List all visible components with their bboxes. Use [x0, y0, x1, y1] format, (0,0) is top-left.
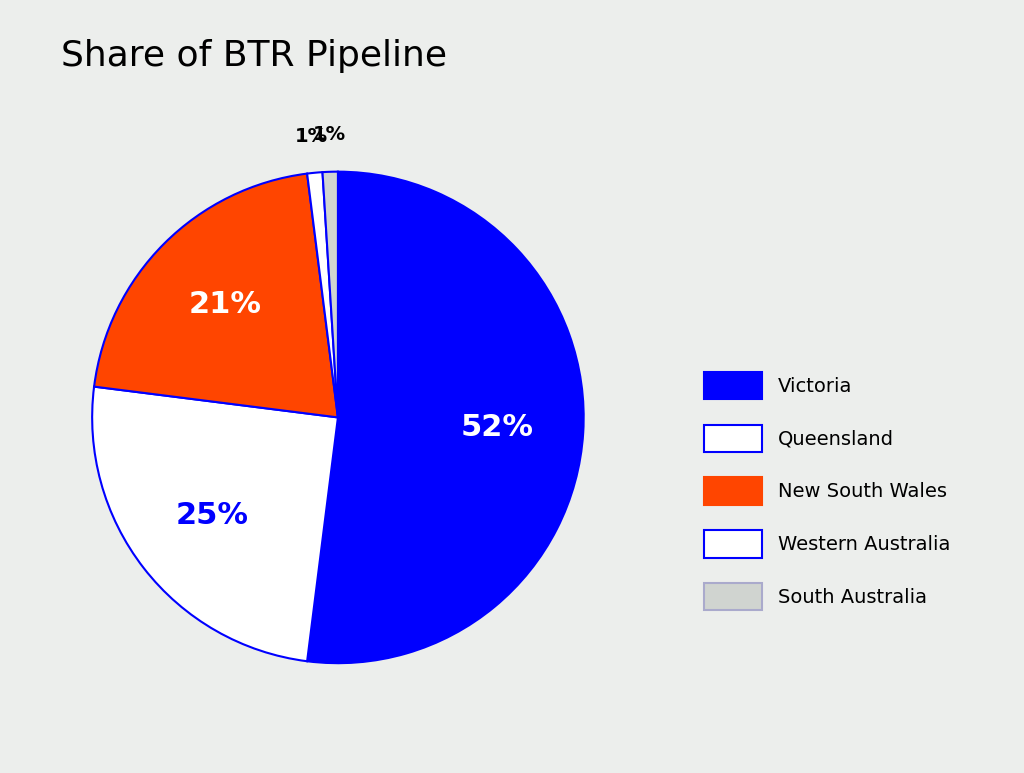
- Wedge shape: [307, 172, 338, 417]
- Legend: Victoria, Queensland, New South Wales, Western Australia, South Australia: Victoria, Queensland, New South Wales, W…: [703, 372, 950, 611]
- Text: 25%: 25%: [175, 501, 248, 530]
- Wedge shape: [307, 172, 584, 663]
- Text: 1%: 1%: [312, 125, 346, 145]
- Wedge shape: [92, 386, 338, 661]
- Text: 1%: 1%: [295, 127, 328, 145]
- Wedge shape: [323, 172, 338, 417]
- Text: 52%: 52%: [461, 413, 534, 442]
- Text: Share of BTR Pipeline: Share of BTR Pipeline: [61, 39, 447, 73]
- Wedge shape: [94, 174, 338, 417]
- Text: 21%: 21%: [188, 290, 261, 319]
